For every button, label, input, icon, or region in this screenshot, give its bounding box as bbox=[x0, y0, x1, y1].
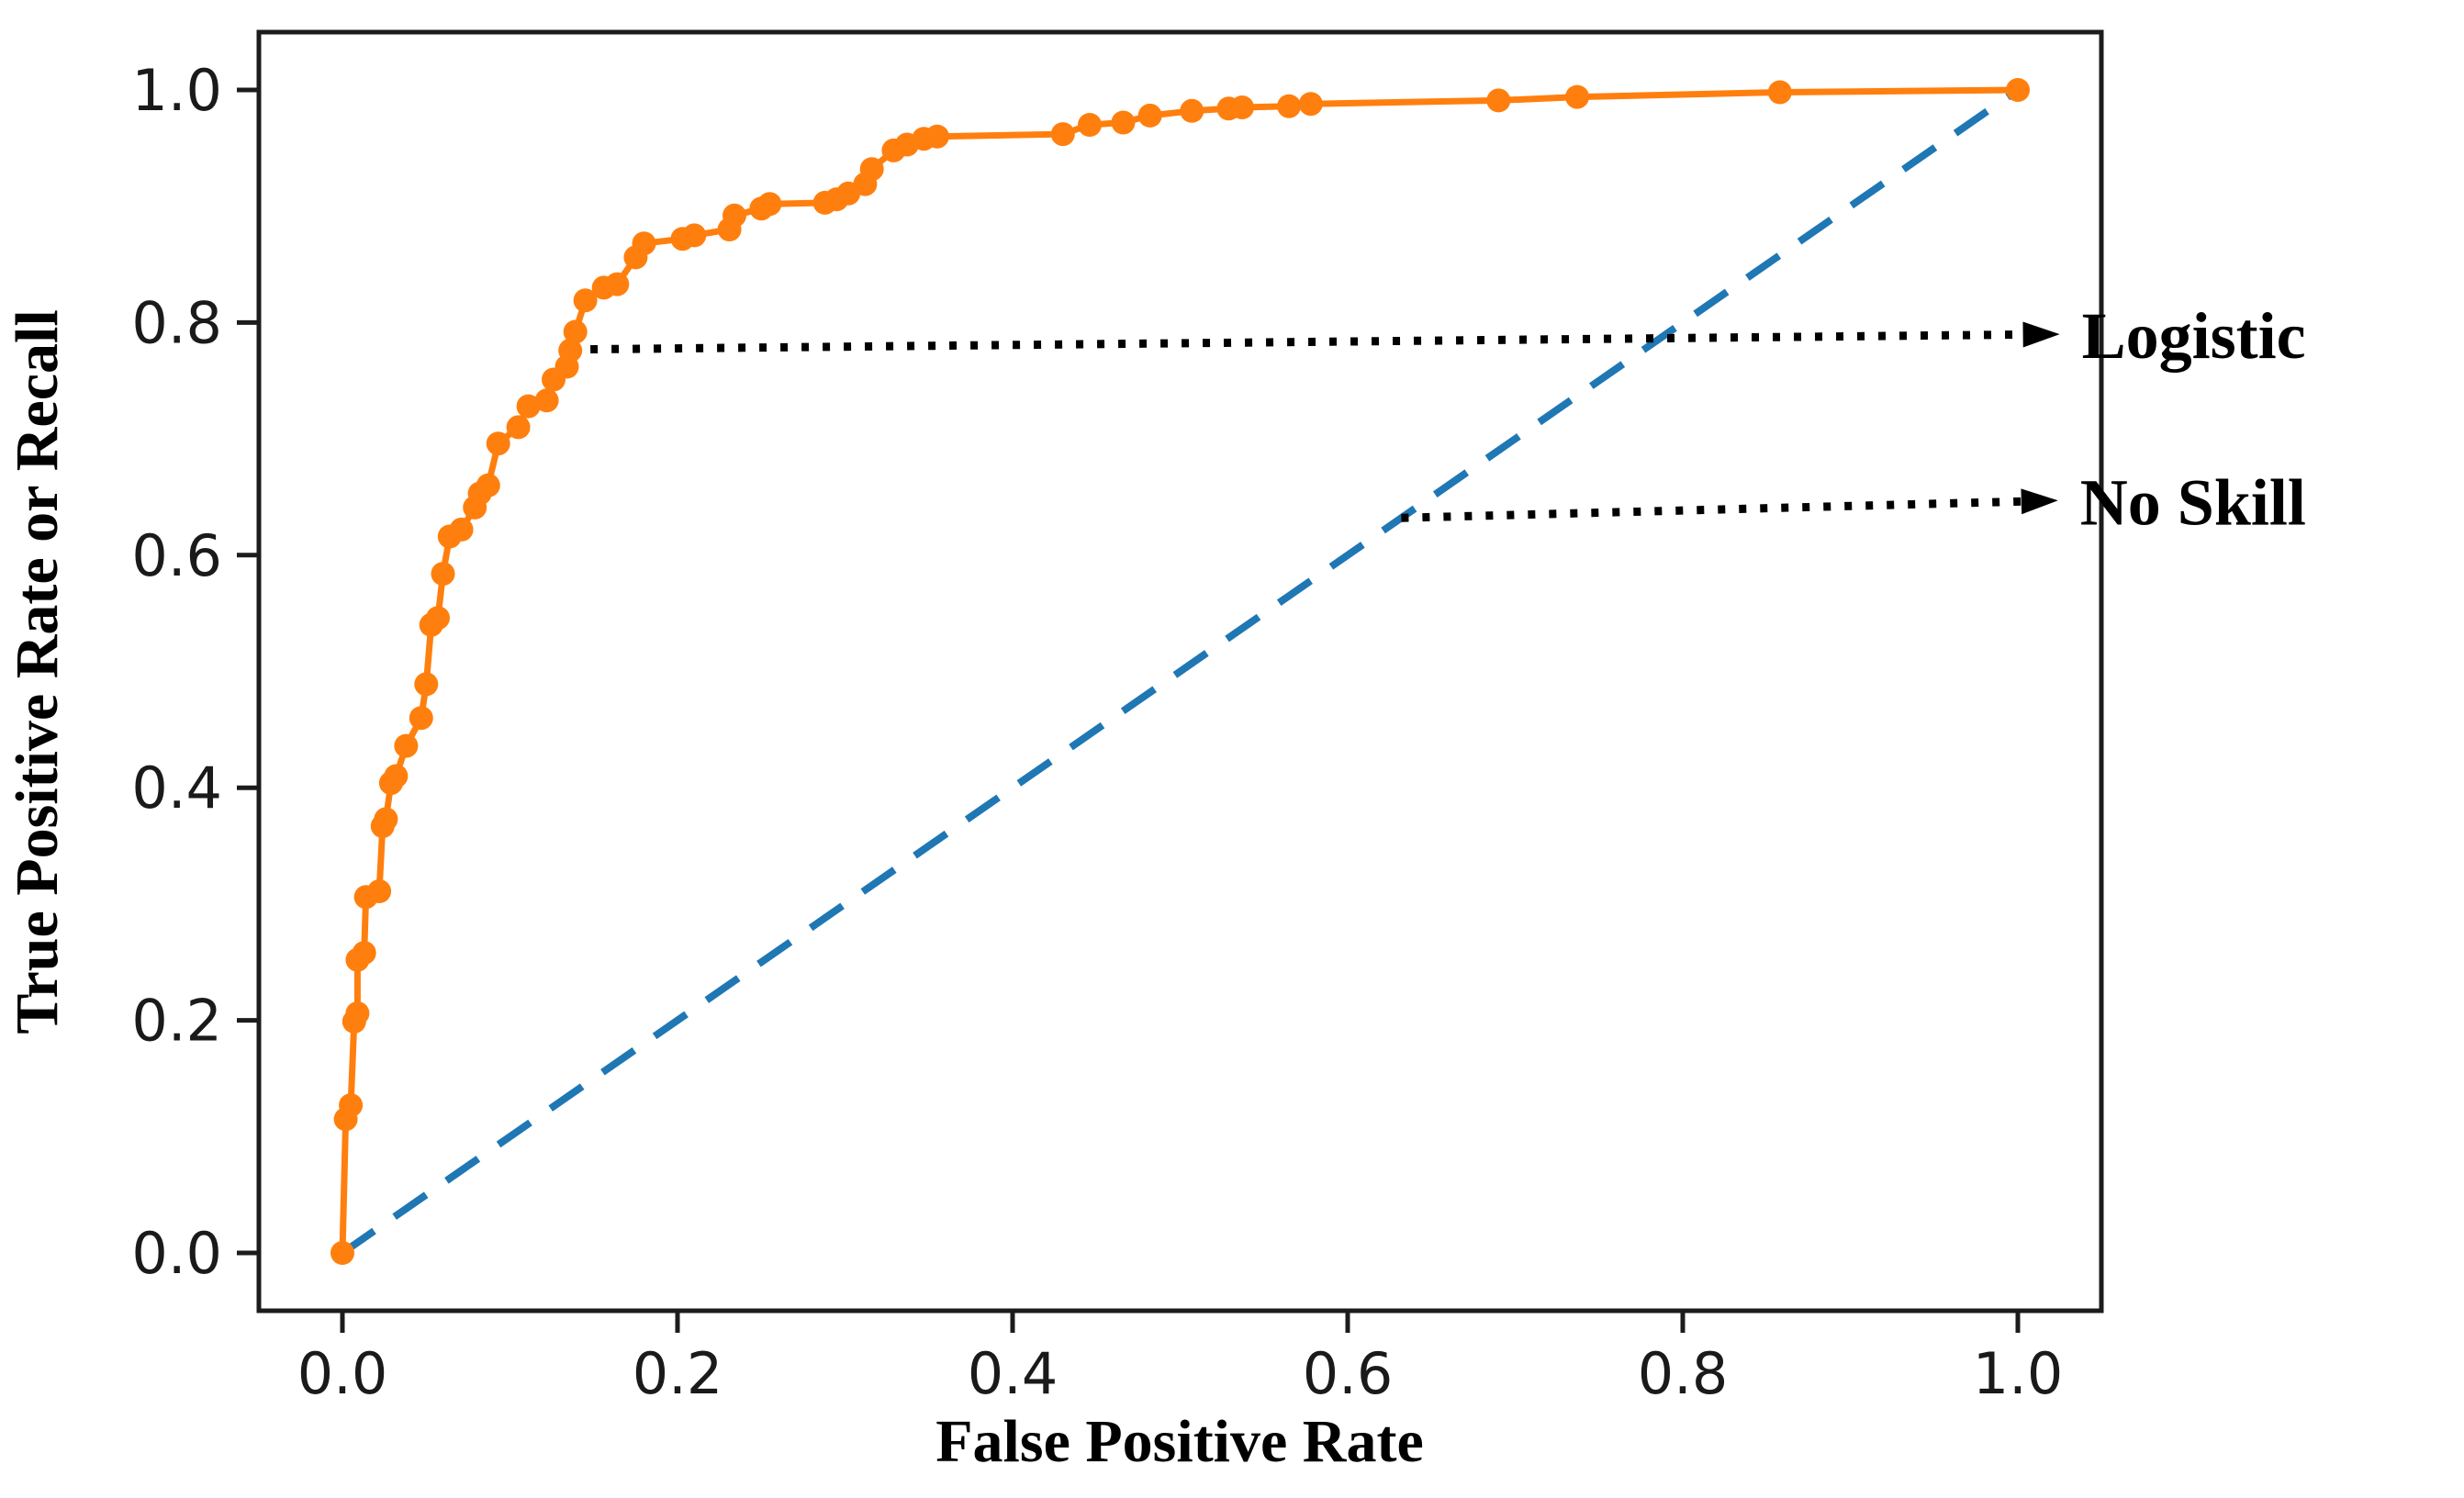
logistic-curve-marker bbox=[924, 124, 949, 149]
annotation-arrowhead bbox=[2022, 321, 2060, 348]
y-axis-ticks: 0.0 0.2 0.4 0.6 0.8 1.0 bbox=[131, 57, 259, 1287]
logistic-curve-marker bbox=[352, 941, 376, 966]
logistic-curve-marker bbox=[1277, 94, 1302, 118]
annotation-dotted-arrow-line bbox=[590, 330, 2023, 354]
logistic-curve-marker bbox=[1486, 88, 1511, 113]
y-tick-label: 0.8 bbox=[131, 289, 222, 356]
logistic-curve-marker bbox=[632, 231, 656, 256]
y-tick-label: 0.2 bbox=[131, 988, 222, 1055]
logistic-curve-marker bbox=[486, 431, 510, 456]
y-tick-label: 1.0 bbox=[131, 57, 222, 124]
logistic-curve-marker bbox=[476, 473, 500, 497]
logistic-curve-marker bbox=[339, 1093, 364, 1118]
annotation-label-logistic: Logistic bbox=[2082, 299, 2306, 373]
logistic-curve-marker bbox=[1230, 95, 1254, 119]
logistic-curve-marker bbox=[394, 733, 419, 758]
x-tick-label: 0.6 bbox=[1303, 1340, 1394, 1407]
logistic-curve-marker bbox=[449, 517, 474, 542]
annotation-label-no-skill: No Skill bbox=[2080, 465, 2306, 539]
y-tick-label: 0.6 bbox=[131, 522, 222, 589]
logistic-curve-marker bbox=[722, 203, 746, 228]
logistic-curve-marker bbox=[374, 807, 398, 832]
logistic-curve-marker bbox=[516, 394, 541, 419]
logistic-curve-marker bbox=[1078, 113, 1102, 137]
logistic-curve-marker bbox=[558, 338, 583, 363]
logistic-curve-marker bbox=[605, 272, 630, 296]
logistic-curve-marker bbox=[1137, 103, 1162, 128]
x-tick-label: 0.0 bbox=[297, 1340, 388, 1407]
x-axis-label: False Positive Rate bbox=[935, 1408, 1424, 1475]
y-tick-label: 0.0 bbox=[131, 1220, 222, 1287]
logistic-curve-marker bbox=[573, 288, 598, 313]
logistic-curve-marker bbox=[534, 388, 559, 413]
logistic-curve-marker bbox=[367, 879, 392, 903]
no-skill-line-group bbox=[340, 86, 2021, 1257]
logistic-curve-marker bbox=[431, 562, 455, 587]
x-tick-label: 0.8 bbox=[1638, 1340, 1729, 1407]
y-axis-label: True Positive Rate or Recall bbox=[4, 309, 71, 1034]
y-tick-label: 0.4 bbox=[131, 755, 222, 822]
logistic-curve-marker bbox=[682, 223, 707, 248]
annotation-arrowhead bbox=[2021, 488, 2058, 515]
logistic-curve-marker bbox=[506, 415, 531, 440]
logistic-curve-marker bbox=[1180, 98, 1204, 123]
logistic-curve-marker bbox=[563, 319, 588, 344]
logistic-curve-marker bbox=[859, 157, 884, 182]
logistic-curve-marker bbox=[757, 192, 782, 217]
x-tick-label: 0.4 bbox=[968, 1340, 1058, 1407]
logistic-curve-marker bbox=[426, 606, 450, 631]
logistic-curve-marker bbox=[2006, 78, 2030, 102]
logistic-curve-marker bbox=[1050, 122, 1075, 147]
logistic-curve-marker bbox=[384, 764, 409, 788]
logistic-curve-marker bbox=[414, 672, 439, 697]
no-skill-dashed-line bbox=[340, 86, 2021, 1257]
logistic-curve-marker bbox=[1767, 80, 1792, 105]
annotation-arrows bbox=[590, 321, 2060, 522]
logistic-curve-marker bbox=[330, 1241, 354, 1265]
logistic-curve-marker bbox=[1298, 92, 1323, 117]
logistic-curve-marker bbox=[345, 1001, 370, 1025]
x-tick-label: 1.0 bbox=[1973, 1340, 2064, 1407]
x-tick-label: 0.2 bbox=[633, 1340, 723, 1407]
logistic-curve-marker bbox=[1565, 84, 1589, 109]
x-axis-ticks: 0.0 0.2 0.4 0.6 0.8 1.0 bbox=[297, 1311, 2064, 1407]
logistic-curve-marker bbox=[1111, 110, 1136, 135]
logistic-curve-group bbox=[330, 78, 2030, 1265]
logistic-curve-marker bbox=[409, 706, 433, 731]
